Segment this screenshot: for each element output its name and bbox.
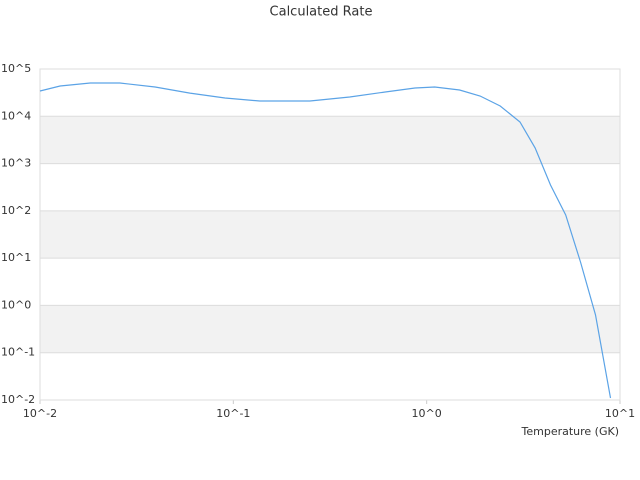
y-tick-label: 10^4 [1,109,31,122]
y-tick-label: 10^1 [1,251,31,264]
x-tick-label: 10^-2 [23,407,57,420]
y-tick-label: 10^0 [1,298,31,311]
x-tick-label: 10^1 [605,407,635,420]
band [40,305,620,353]
plot-frame [39,68,621,401]
y-tick-label: 10^-2 [1,393,35,406]
band [40,116,620,164]
y-tick-label: 10^-1 [1,346,35,359]
x-axis-label: Temperature (GK) [521,425,620,438]
y-tick-label: 10^3 [1,157,31,170]
x-tick-label: 10^0 [412,407,442,420]
chart-title: Calculated Rate [270,5,373,20]
y-tick-label: 10^5 [1,62,31,75]
line [39,82,612,399]
x-tick-label: 10^-1 [216,407,250,420]
band [40,210,620,259]
y-tick-label: 10^2 [1,204,31,217]
